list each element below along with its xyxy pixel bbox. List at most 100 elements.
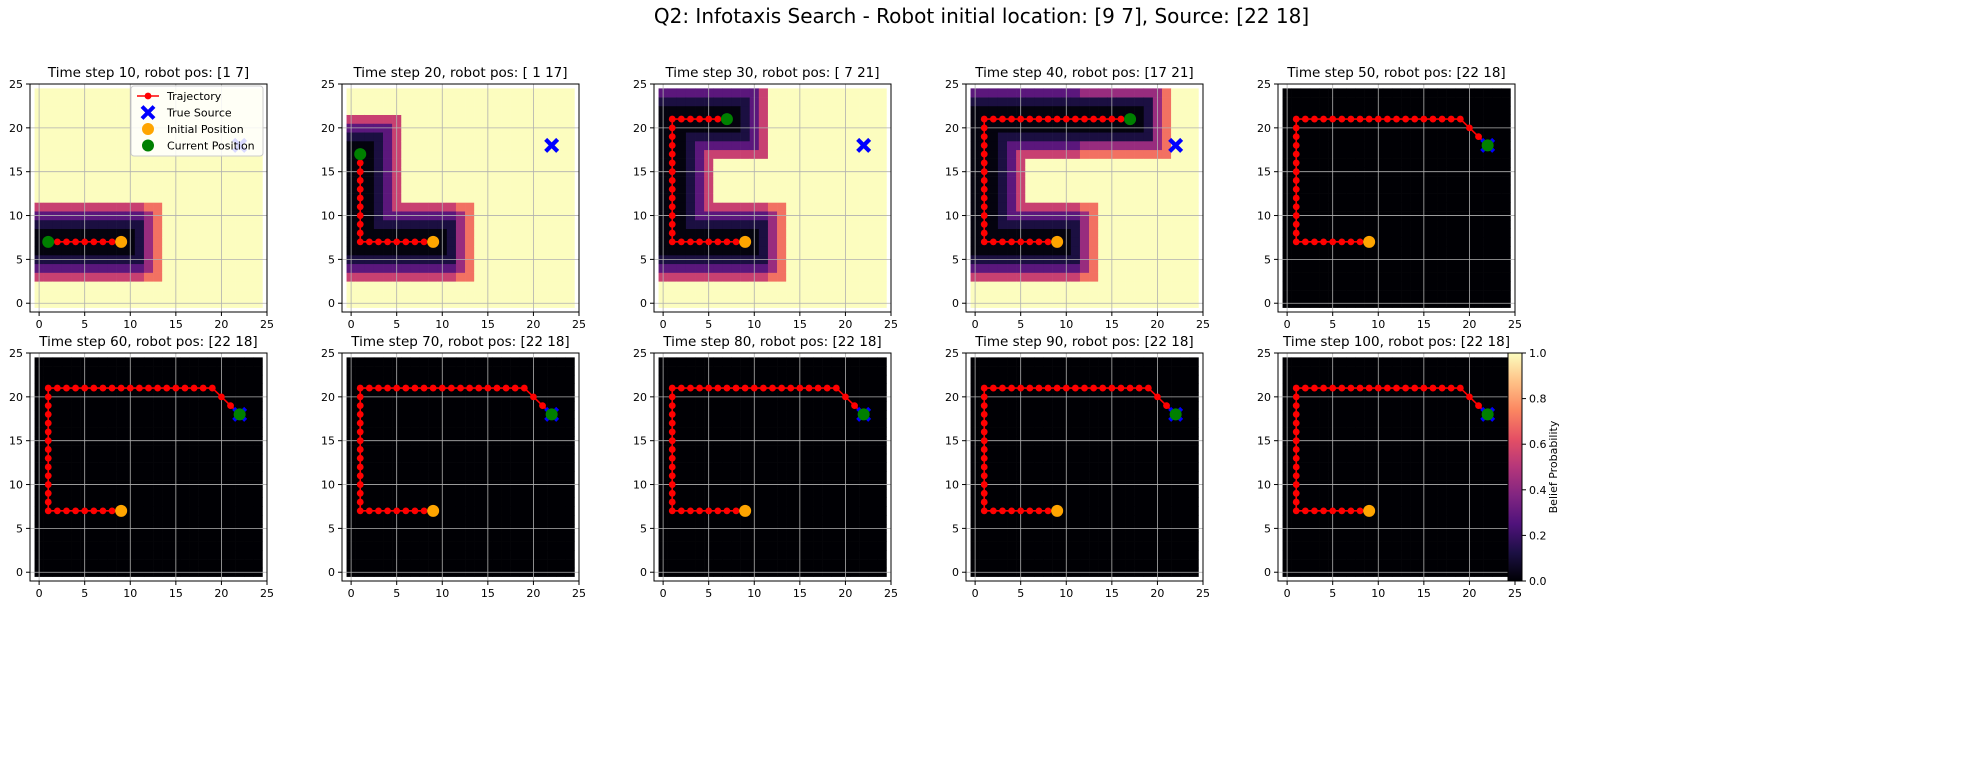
- belief-cell: [537, 237, 548, 247]
- belief-cell: [207, 357, 218, 367]
- belief-cell: [225, 357, 236, 367]
- belief-cell: [1143, 290, 1154, 300]
- belief-cell: [1161, 281, 1172, 291]
- belief-cell: [731, 149, 741, 159]
- legend-label: Initial Position: [167, 123, 244, 136]
- belief-cell: [207, 471, 218, 481]
- belief-cell: [1116, 290, 1126, 300]
- belief-cell: [868, 272, 878, 282]
- belief-cell: [1098, 281, 1108, 291]
- belief-cell: [676, 219, 687, 229]
- belief-cell: [565, 357, 575, 367]
- trajectory-point: [1099, 115, 1107, 123]
- belief-cell: [1382, 193, 1393, 203]
- belief-cell: [1337, 290, 1347, 300]
- belief-cell: [695, 219, 705, 229]
- belief-cell: [364, 427, 375, 437]
- belief-cell: [510, 97, 521, 107]
- belief-cell: [877, 202, 887, 212]
- belief-cell: [410, 263, 420, 273]
- belief-cell: [401, 97, 411, 107]
- belief-cell: [355, 141, 366, 151]
- belief-cell: [446, 366, 457, 376]
- belief-cell: [1309, 202, 1320, 212]
- x-tick-label: 0: [1284, 318, 1291, 331]
- belief-cell: [474, 176, 484, 186]
- belief-cell: [364, 445, 375, 455]
- belief-cell: [180, 290, 190, 300]
- belief-cell: [519, 445, 530, 455]
- belief-cell: [43, 158, 54, 168]
- belief-cell: [1134, 272, 1145, 282]
- belief-cell: [1070, 97, 1081, 107]
- belief-cell: [492, 158, 502, 168]
- belief-cell: [107, 366, 117, 376]
- belief-cell: [153, 281, 163, 291]
- belief-cell: [1291, 272, 1302, 282]
- belief-cell: [676, 401, 687, 411]
- belief-cell: [61, 532, 72, 542]
- belief-cell: [153, 176, 163, 186]
- belief-cell: [565, 506, 575, 516]
- belief-cell: [207, 506, 218, 516]
- belief-cell: [1098, 105, 1108, 115]
- belief-cell: [465, 532, 475, 542]
- belief-cell: [107, 114, 117, 124]
- belief-cell: [988, 202, 999, 212]
- belief-cell: [61, 88, 72, 98]
- belief-cell: [1309, 219, 1320, 229]
- belief-cell: [364, 114, 375, 124]
- belief-cell: [510, 418, 521, 428]
- belief-cell: [1189, 219, 1199, 229]
- belief-cell: [428, 184, 439, 194]
- belief-cell: [43, 114, 54, 124]
- belief-cell: [235, 219, 245, 229]
- belief-cell: [401, 550, 411, 560]
- belief-cell: [492, 427, 502, 437]
- belief-cell: [61, 357, 72, 367]
- belief-cell: [153, 488, 163, 498]
- trajectory-point: [384, 384, 391, 392]
- belief-cell: [1143, 158, 1154, 168]
- belief-cell: [1079, 176, 1090, 186]
- belief-cell: [713, 141, 723, 151]
- belief-cell: [89, 105, 99, 115]
- belief-cell: [537, 418, 548, 428]
- belief-cell: [198, 453, 209, 463]
- belief-cell: [428, 488, 439, 498]
- belief-cell: [373, 158, 384, 168]
- belief-cell: [868, 97, 878, 107]
- trajectory-point: [1429, 115, 1437, 123]
- belief-cell: [1428, 184, 1438, 194]
- belief-cell: [859, 263, 869, 273]
- belief-cell: [1079, 228, 1090, 238]
- belief-cell: [767, 105, 778, 115]
- belief-cell: [547, 532, 557, 542]
- belief-cell: [235, 357, 245, 367]
- belief-cell: [556, 462, 566, 472]
- initial-position-marker: [1051, 235, 1064, 248]
- belief-cell: [373, 427, 384, 437]
- belief-cell: [1410, 219, 1420, 229]
- belief-cell: [107, 97, 117, 107]
- belief-cell: [1025, 228, 1035, 238]
- belief-cell: [207, 202, 218, 212]
- belief-cell: [676, 132, 687, 142]
- trajectory-point: [723, 238, 731, 246]
- trajectory-point: [1356, 238, 1364, 246]
- belief-cell: [1161, 290, 1172, 300]
- belief-cell: [410, 281, 420, 291]
- belief-cell: [988, 158, 999, 168]
- belief-cell: [52, 272, 63, 282]
- trajectory-point: [356, 498, 364, 506]
- belief-cell: [510, 541, 521, 551]
- belief-cell: [1189, 97, 1199, 107]
- belief-cell: [537, 132, 548, 142]
- belief-cell: [373, 550, 384, 560]
- belief-cell: [225, 532, 236, 542]
- belief-cell: [877, 105, 887, 115]
- belief-cell: [43, 357, 54, 367]
- belief-cell: [235, 506, 245, 516]
- belief-cell: [1025, 281, 1035, 291]
- belief-cell: [877, 272, 887, 282]
